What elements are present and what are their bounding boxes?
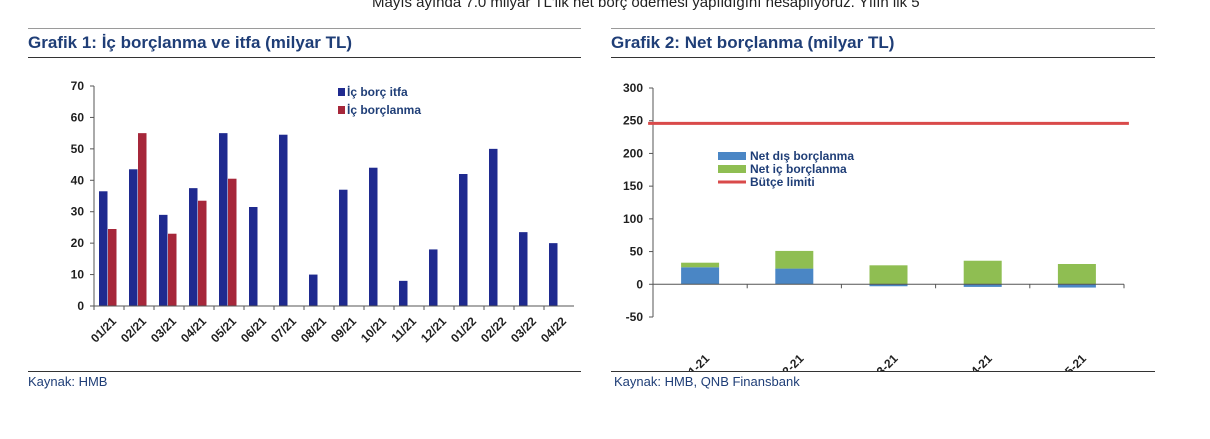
- chart2-y-tick-label: 200: [623, 146, 643, 160]
- chart1-y-tick-label: 10: [71, 268, 85, 282]
- chart1-legend: İç borç itfa İç borçlanma: [338, 84, 421, 117]
- chart1-bar-i-bor-itfa: [519, 232, 528, 306]
- chart1-x-tick-label: 01/21: [88, 314, 119, 345]
- chart1-y-tick-label: 70: [71, 79, 85, 93]
- chart1-bar-i-bor-itfa: [159, 214, 168, 306]
- intro-text: Mayıs ayında 7.0 milyar TL'lik net borç …: [372, 0, 920, 11]
- chart1-bar-i-bor-itfa: [309, 274, 318, 306]
- chart1-bar-i-bor-itfa: [219, 133, 228, 306]
- chart1-x-axis: 01/2102/2103/2104/2105/2106/2107/2108/21…: [88, 305, 574, 345]
- chart2-y-axis: -50 0 50 100 150 200 250 300: [623, 81, 654, 324]
- chart1-bar-i-bor-lanma: [108, 229, 117, 306]
- chart1-y-tick-label: 50: [71, 142, 85, 156]
- chart2-legend-label: Net iç borçlanma: [750, 162, 847, 176]
- chart1-bar-i-bor-itfa: [429, 249, 438, 306]
- chart1-x-tick-label: 04/22: [538, 314, 569, 345]
- chart1-source: Kaynak: HMB: [28, 374, 108, 389]
- chart1-x-tick-label: 11/21: [388, 314, 419, 345]
- chart1-y-tick-label: 0: [77, 299, 84, 313]
- chart2-y-tick-label: 0: [636, 277, 643, 291]
- chart1-bar-i-bor-itfa: [129, 169, 138, 306]
- chart2-source: Kaynak: HMB, QNB Finansbank: [614, 374, 800, 389]
- chart1-bar-i-bor-lanma: [138, 133, 147, 306]
- chart2-y-tick-label: 150: [623, 179, 643, 193]
- chart2-bar-net-d-bor-lanma: [963, 284, 1002, 287]
- chart1-svg: 0 10 20 30 40 50 60 70 01/2102/2103/2104/2105/2…: [71, 79, 574, 345]
- chart1-panel: Grafik 1: İç borçlanma ve itfa (milyar T…: [28, 28, 581, 58]
- chart1-y-tick-label: 30: [71, 205, 85, 219]
- chart1-x-tick-label: 02/21: [118, 314, 149, 345]
- chart1-bar-i-bor-itfa: [489, 148, 498, 306]
- chart1-x-tick-label: 03/22: [508, 314, 539, 345]
- chart1-bottom-rule: [28, 371, 581, 372]
- chart1-x-tick-label: 09/21: [328, 314, 359, 345]
- chart2-y-tick-label: 300: [623, 81, 643, 95]
- chart1-x-tick-label: 05/21: [208, 314, 239, 345]
- chart1-bar-i-bor-lanma: [228, 178, 237, 306]
- chart2-bottom-rule: [611, 371, 1155, 372]
- chart2-x-tick-label: 03-21: [869, 351, 901, 371]
- chart1-x-tick-label: 08/21: [298, 314, 329, 345]
- chart2-legend-swatch: [718, 152, 746, 160]
- chart2-bar-net-d-bor-lanma: [681, 267, 720, 285]
- chart1-bar-i-bor-itfa: [549, 243, 558, 306]
- chart1-legend-swatch: [338, 88, 345, 96]
- chart2-y-tick-label: 50: [630, 245, 644, 259]
- chart2-x-tick-label: 01-21: [681, 351, 713, 371]
- chart2-bar-net-d-bor-lanma: [775, 268, 814, 285]
- chart2-bar-net-i-bor-lanma: [681, 262, 720, 268]
- chart1-bar-i-bor-itfa: [339, 189, 348, 306]
- chart1-x-tick-label: 10/21: [358, 314, 389, 345]
- chart1-y-tick-label: 60: [71, 110, 85, 124]
- chart2-svg: -50 0 50 100 150 200 250 300 01-21 02-21 03-21 04-…: [623, 81, 1129, 371]
- chart2-bar-net-i-bor-lanma: [869, 265, 908, 285]
- chart1-x-tick-label: 01/22: [448, 314, 479, 345]
- chart1-x-tick-label: 02/22: [478, 314, 509, 345]
- chart1-bar-i-bor-itfa: [99, 191, 108, 306]
- chart2-y-tick-label: 250: [623, 114, 643, 128]
- chart2-panel: Grafik 2: Net borçlanma (milyar TL): [611, 28, 1155, 58]
- chart1-bar-i-bor-itfa: [369, 167, 378, 306]
- chart2-bar-net-d-bor-lanma: [869, 284, 908, 287]
- chart2-bar-net-d-bor-lanma: [1057, 284, 1096, 288]
- chart1-y-tick-label: 40: [71, 173, 85, 187]
- chart1-x-tick-label: 07/21: [268, 314, 299, 345]
- chart1-legend-swatch: [338, 106, 345, 114]
- chart2-legend-swatch: [718, 165, 746, 173]
- chart1-bar-i-bor-lanma: [168, 233, 177, 306]
- chart2-bars: [648, 121, 1129, 288]
- chart2-x-tick-label: 05-21: [1057, 351, 1089, 371]
- chart1-x-tick-label: 06/21: [238, 314, 269, 345]
- chart1-legend-label: İç borç itfa: [347, 84, 408, 99]
- chart1-title: Grafik 1: İç borçlanma ve itfa (milyar T…: [28, 28, 581, 58]
- chart1-bar-i-bor-itfa: [459, 174, 468, 306]
- chart1-bar-i-bor-itfa: [399, 280, 408, 306]
- chart2-x-tick-label: 04-21: [963, 351, 995, 371]
- chart1-bar-i-bor-itfa: [189, 188, 198, 306]
- chart1-y-tick-label: 20: [71, 236, 85, 250]
- chart1-x-tick-label: 12/21: [418, 314, 449, 345]
- chart1-legend-label: İç borçlanma: [347, 102, 421, 117]
- chart2-legend-label: Bütçe limiti: [750, 175, 815, 189]
- chart1-bars: [99, 133, 558, 306]
- chart2-bar-net-i-bor-lanma: [1057, 264, 1096, 285]
- chart1-x-tick-label: 03/21: [148, 314, 179, 345]
- chart1-y-axis: 0 10 20 30 40 50 60 70: [71, 79, 95, 313]
- chart2-y-tick-label: 100: [623, 212, 643, 226]
- chart1-bar-i-bor-itfa: [249, 207, 258, 306]
- chart2-bar-net-i-bor-lanma: [963, 260, 1002, 285]
- chart2-x-axis: 01-21 02-21 03-21 04-21 05-21: [652, 283, 1125, 371]
- chart2-bar-net-i-bor-lanma: [775, 250, 814, 269]
- chart2-title: Grafik 2: Net borçlanma (milyar TL): [611, 28, 1155, 58]
- chart2-legend-label: Net dış borçlanma: [750, 149, 854, 163]
- chart1-x-tick-label: 04/21: [178, 314, 209, 345]
- chart1-bar-i-bor-lanma: [198, 200, 207, 306]
- chart1-bar-i-bor-itfa: [279, 134, 288, 306]
- chart2-x-tick-label: 02-21: [775, 351, 807, 371]
- chart2-y-tick-label: -50: [626, 310, 644, 324]
